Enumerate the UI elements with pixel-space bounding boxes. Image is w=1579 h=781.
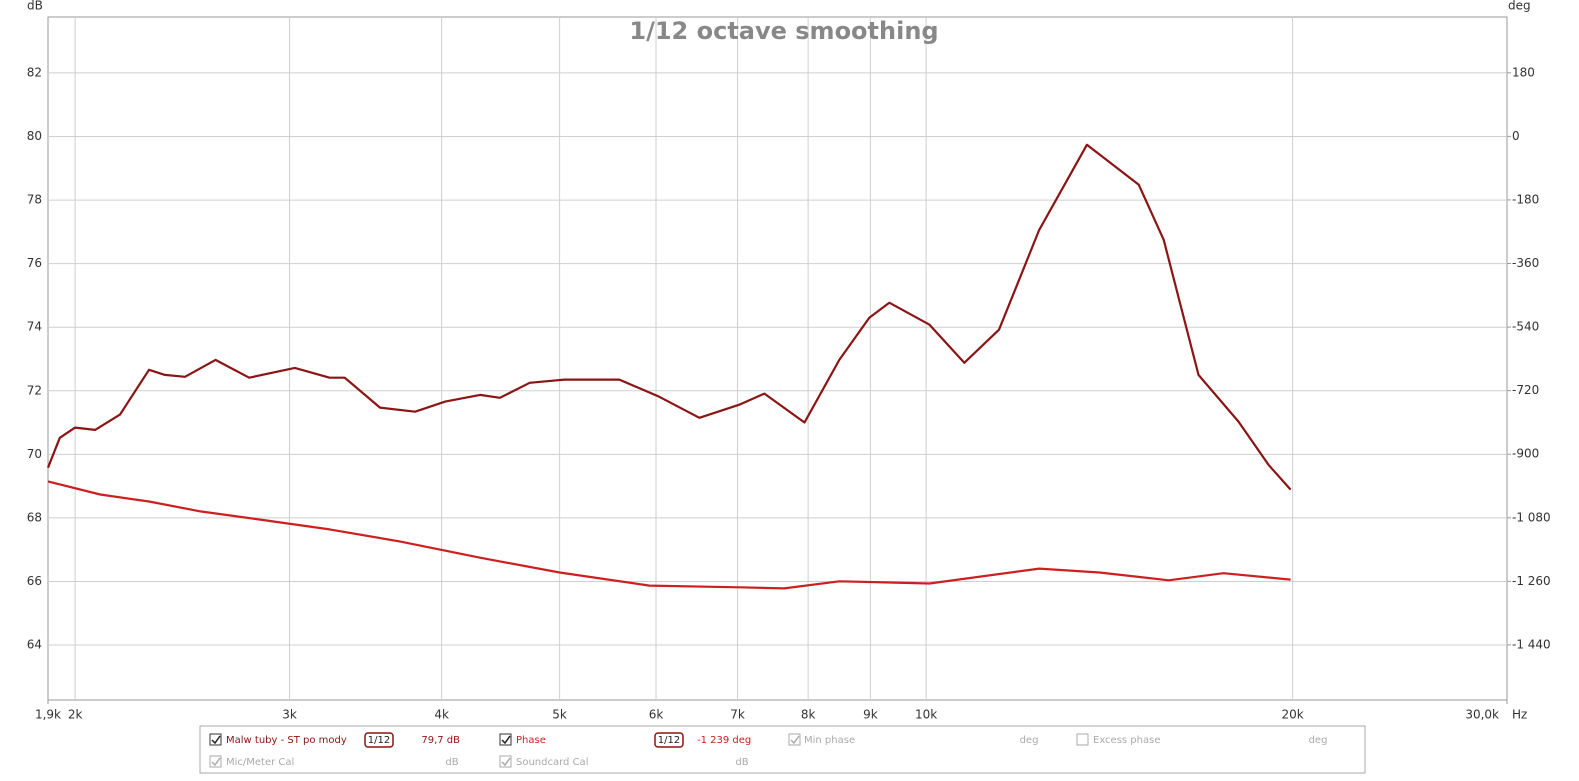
y-tick-label: 72 [27,383,42,397]
y-tick-label: 82 [27,65,42,79]
y-tick-label: 66 [27,574,42,588]
x-tick-label: 3k [282,708,297,722]
checkbox[interactable] [209,733,222,746]
y2-tick-label: -1 260 [1512,574,1551,588]
checkbox[interactable] [499,755,512,768]
checkmark [501,735,511,745]
checkmark [211,735,221,745]
smoothing-badge[interactable] [654,732,684,748]
legend-label: Min phase [804,735,855,746]
checkbox[interactable] [499,733,512,746]
legend-unit: deg [1309,735,1328,746]
y2-tick-label: -360 [1512,256,1539,270]
legend-unit: deg [1020,735,1039,746]
x-tick-label: 1,9k [35,708,61,722]
checkbox[interactable] [1076,733,1089,746]
y2-tick-label: 180 [1512,65,1535,79]
y2-tick-label: -1 080 [1512,510,1551,524]
y-tick-label: 78 [27,193,42,207]
smoothing-badge[interactable] [364,732,394,748]
y-tick-label: 80 [27,129,42,143]
y2-tick-label: -540 [1512,320,1539,334]
y-tick-label: 70 [27,447,42,461]
legend-unit: dB [735,757,748,768]
y-tick-label: 68 [27,510,42,524]
y-tick-label: 64 [27,638,42,652]
x-tick-label: 7k [730,708,745,722]
legend-label: Excess phase [1093,735,1161,746]
checkbox[interactable] [788,733,801,746]
y2-tick-label: -900 [1512,447,1539,461]
checkbox[interactable] [209,755,222,768]
y2-tick-label: 0 [1512,129,1520,143]
x-tick-label: 30,0k [1465,708,1499,722]
y2-tick-label: -720 [1512,383,1539,397]
legend-unit: dB [445,757,458,768]
series-line [46,143,1292,491]
legend-label: Phase [516,735,546,746]
x-tick-label: 9k [863,708,878,722]
x-unit: Hz [1512,708,1527,722]
legend-readout: 79,7 dB [421,735,460,746]
x-tick-label: 4k [434,708,449,722]
x-tick-label: 10k [915,708,937,722]
series-line [47,480,1291,590]
legend-label: Mic/Meter Cal [226,757,294,768]
y2-unit: deg [1508,0,1531,13]
checkmark [501,757,511,767]
x-tick-label: 2k [68,708,83,722]
y2-tick-label: -1 440 [1512,637,1551,651]
chart-title: 1/12 octave smoothing [629,17,938,45]
x-tick-label: 6k [649,708,664,722]
y-tick-label: 76 [27,256,42,270]
legend-label: Soundcard Cal [516,757,588,768]
y-unit: dB [27,0,43,13]
checkmark [211,757,221,767]
x-tick-label: 5k [552,708,567,722]
checkmark [790,735,800,745]
y2-tick-label: -180 [1512,192,1539,206]
x-tick-label: 20k [1282,708,1304,722]
y-tick-label: 74 [27,320,42,334]
smoothing-label: 1/12 [368,735,390,746]
x-tick-label: 8k [801,708,816,722]
plot-area [47,16,1508,701]
smoothing-label: 1/12 [658,735,680,746]
legend-panel [199,725,1366,774]
legend-readout: -1 239 deg [697,735,751,746]
legend-label: Malw tuby - ST po mody [226,735,347,746]
